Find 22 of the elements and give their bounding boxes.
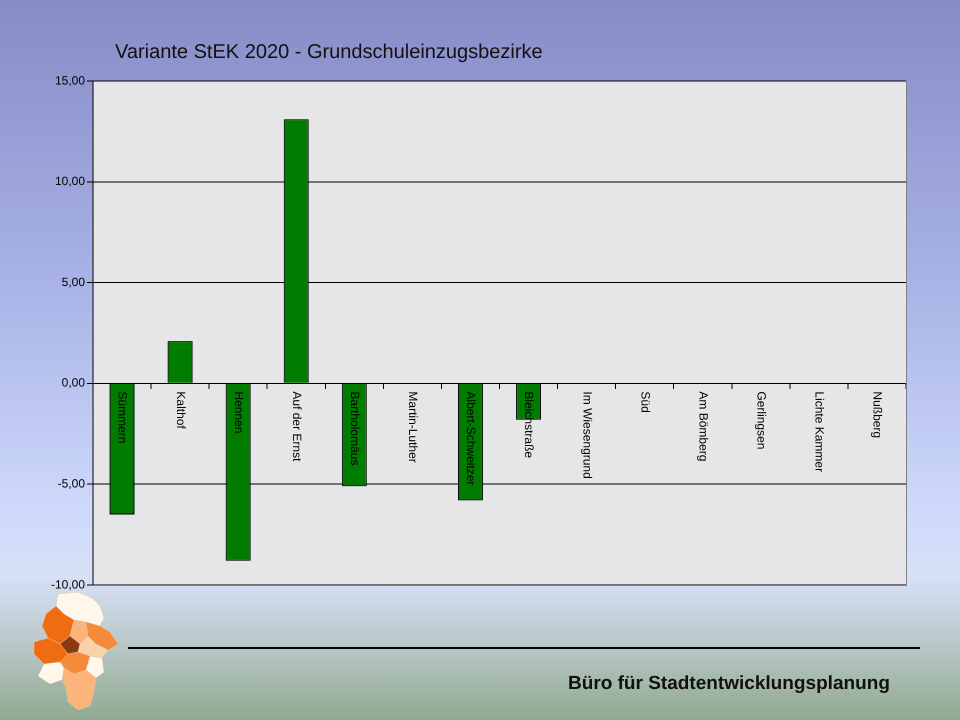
x-tick-label: Hennen: [232, 391, 246, 434]
chart-title: Variante StEK 2020 - Grundschuleinzugsbezirke: [115, 41, 543, 64]
y-tick-label: -10,00: [50, 577, 86, 592]
x-tick-label: Im Wiesengrund: [580, 391, 594, 479]
x-tick-label: Martin-Luther: [406, 391, 420, 463]
y-tick-label: 15,00: [54, 73, 86, 88]
y-tick-label: 0,00: [62, 376, 86, 390]
x-tick-label: Bartholomäus: [348, 391, 362, 466]
x-tick-label: Gerlingsen: [754, 391, 769, 450]
x-tick-label: Kalthof: [174, 391, 188, 430]
x-tick-label: Am Bömberg: [696, 391, 710, 462]
y-tick-label: 5,00: [62, 274, 86, 289]
x-tick-label: Nußberg: [870, 391, 885, 438]
x-tick-label: Auf der Ernst: [290, 391, 304, 462]
text: Büro für Stadtentwicklungsplanung: [568, 673, 890, 695]
x-tick-label: Bleichstraße: [522, 391, 536, 458]
y-tick-label: -5,00: [58, 476, 86, 491]
x-tick-label: Sümmern: [116, 391, 130, 444]
x-tick-label: Albert-Schweitzer: [464, 391, 478, 486]
x-tick-label: Lichte Kammer: [812, 391, 827, 472]
x-tick-label: Süd: [638, 391, 652, 413]
y-tick-label: 10,00: [54, 174, 86, 188]
